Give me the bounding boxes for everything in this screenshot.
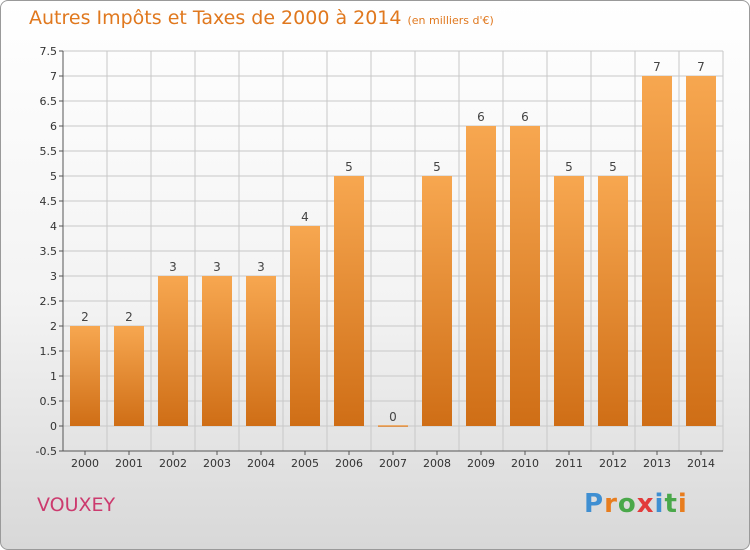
- x-tick-label: 2013: [643, 457, 671, 470]
- x-tick-label: 2014: [687, 457, 715, 470]
- y-tick-label: 4.5: [40, 195, 58, 208]
- value-label: 6: [521, 110, 529, 124]
- logo-letter: P: [584, 489, 605, 519]
- bar-2014: [686, 76, 716, 426]
- y-tick-label: 3.5: [40, 245, 58, 258]
- value-label: 5: [609, 160, 617, 174]
- x-tick-label: 2005: [291, 457, 319, 470]
- x-tick-label: 2007: [379, 457, 407, 470]
- x-tick-label: 2011: [555, 457, 583, 470]
- logo-letter: o: [617, 489, 637, 519]
- y-tick-label: 7: [50, 70, 57, 83]
- value-label: 5: [565, 160, 573, 174]
- value-label: 6: [477, 110, 485, 124]
- x-tick-label: 2008: [423, 457, 451, 470]
- labels: 2 2 3 3 3 4 5 0 5 6 6 5 5 7 7: [81, 60, 705, 424]
- value-label: 3: [213, 260, 221, 274]
- bars: [70, 76, 716, 427]
- chart-title: Autres Impôts et Taxes de 2000 à 2014 (en…: [29, 7, 494, 29]
- x-tick-label: 2001: [115, 457, 143, 470]
- value-label: 7: [653, 60, 661, 74]
- logo-letter: x: [636, 489, 655, 519]
- bar-2007: [378, 425, 408, 427]
- x-tick-label: 2003: [203, 457, 231, 470]
- chart-title-text: Autres Impôts et Taxes de 2000 à 2014: [29, 7, 402, 29]
- bar-2011: [554, 176, 584, 426]
- value-label: 5: [433, 160, 441, 174]
- x-tick-label: 2006: [335, 457, 363, 470]
- value-label: 0: [389, 410, 397, 424]
- axes: -0.5 0 0.5 1 1.5 2 2.5 3 3.5 4 4.5 5 5.5 6 6.5 7 7.5 2000…: [36, 45, 723, 470]
- x-tick-label: 2010: [511, 457, 539, 470]
- bar-2012: [598, 176, 628, 426]
- x-tick-label: 2000: [71, 457, 99, 470]
- bar-2006: [334, 176, 364, 426]
- bar-2009: [466, 126, 496, 426]
- y-tick-label: 5.5: [40, 145, 58, 158]
- value-label: 7: [697, 60, 705, 74]
- y-tick-label: 1: [50, 370, 57, 383]
- chart-unit: (en milliers d'€): [407, 14, 494, 27]
- x-tick-label: 2012: [599, 457, 627, 470]
- y-tick-label: 6.5: [40, 95, 58, 108]
- logo-letter: i: [654, 489, 665, 519]
- y-tick-label: 7.5: [40, 45, 58, 58]
- place-name: VOUXEY: [37, 494, 116, 516]
- logo-letter: t: [664, 489, 678, 519]
- value-label: 4: [301, 210, 309, 224]
- bar-2003: [202, 276, 232, 426]
- bar-2010: [510, 126, 540, 426]
- y-tick-label: 5: [50, 170, 57, 183]
- y-tick-label: 4: [50, 220, 57, 233]
- value-label: 3: [257, 260, 265, 274]
- y-tick-label: 3: [50, 270, 57, 283]
- y-tick-label: 6: [50, 120, 57, 133]
- y-tick-label: 0: [50, 420, 57, 433]
- y-tick-label: 0.5: [40, 395, 58, 408]
- proxiti-logo[interactable]: Proxiti: [584, 489, 688, 519]
- y-tick-label: 1.5: [40, 345, 58, 358]
- bar-2000: [70, 326, 100, 426]
- bar-2008: [422, 176, 452, 426]
- logo-letter: i: [677, 489, 688, 519]
- x-tick-label: 2002: [159, 457, 187, 470]
- value-label: 5: [345, 160, 353, 174]
- y-tick-label: 2.5: [40, 295, 58, 308]
- value-label: 2: [125, 310, 133, 324]
- bar-2013: [642, 76, 672, 426]
- bar-2001: [114, 326, 144, 426]
- value-label: 2: [81, 310, 89, 324]
- y-tick-label: -0.5: [36, 445, 57, 458]
- x-tick-label: 2004: [247, 457, 275, 470]
- logo-letter: r: [604, 489, 618, 519]
- y-tick-label: 2: [50, 320, 57, 333]
- bar-2002: [158, 276, 188, 426]
- x-tick-label: 2009: [467, 457, 495, 470]
- bar-2005: [290, 226, 320, 426]
- bar-2004: [246, 276, 276, 426]
- value-label: 3: [169, 260, 177, 274]
